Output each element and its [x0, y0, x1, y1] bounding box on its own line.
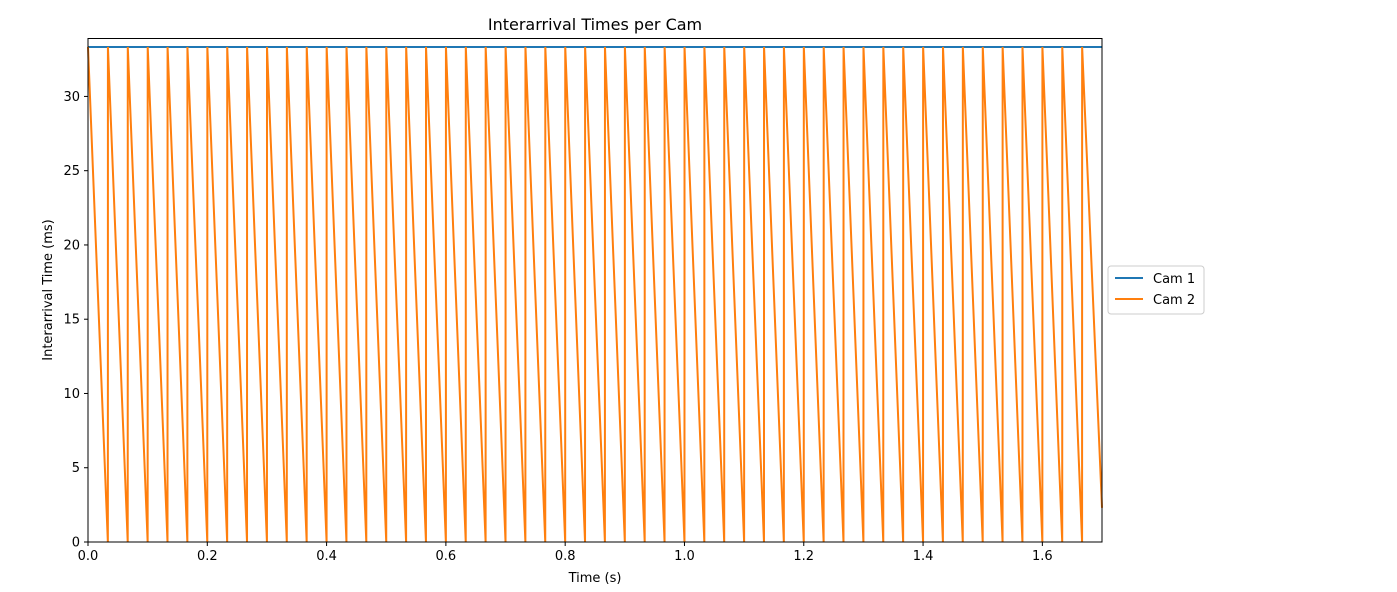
- x-tick-label: 1.6: [1032, 549, 1053, 564]
- x-tick-label: 0.4: [316, 549, 337, 564]
- legend-label-cam-2: Cam 2: [1153, 293, 1195, 308]
- plot-area: [87, 38, 1103, 543]
- y-axis-ticks: 0 5 10 15 20 25 30: [63, 90, 88, 551]
- x-tick-label: 1.0: [674, 549, 695, 564]
- x-tick-label: 0.0: [78, 549, 99, 564]
- y-tick-label: 30: [63, 90, 80, 105]
- x-axis-label: Time (s): [568, 571, 622, 586]
- axes-frame: [87, 38, 1103, 543]
- chart-title: Interarrival Times per Cam: [488, 15, 702, 34]
- y-tick-label: 20: [63, 238, 80, 253]
- series-layer: [87, 45, 1103, 543]
- y-tick-label: 5: [72, 461, 80, 476]
- y-tick-label: 10: [63, 387, 80, 402]
- x-tick-label: 0.2: [197, 549, 218, 564]
- x-tick-label: 1.2: [793, 549, 814, 564]
- x-tick-label: 0.8: [555, 549, 576, 564]
- x-tick-label: 0.6: [436, 549, 457, 564]
- legend-label-cam-1: Cam 1: [1153, 272, 1195, 287]
- y-tick-label: 0: [72, 536, 80, 551]
- series-line-cam-2: [87, 46, 1103, 543]
- y-tick-label: 25: [63, 164, 80, 179]
- y-tick-label: 15: [63, 313, 80, 328]
- x-axis-ticks: 0.0 0.2 0.4 0.6 0.8 1.0 1.2 1.4 1.6: [78, 542, 1053, 564]
- x-tick-label: 1.4: [913, 549, 934, 564]
- y-axis-label: Interarrival Time (ms): [41, 219, 56, 360]
- legend: Cam 1 Cam 2: [1107, 265, 1205, 315]
